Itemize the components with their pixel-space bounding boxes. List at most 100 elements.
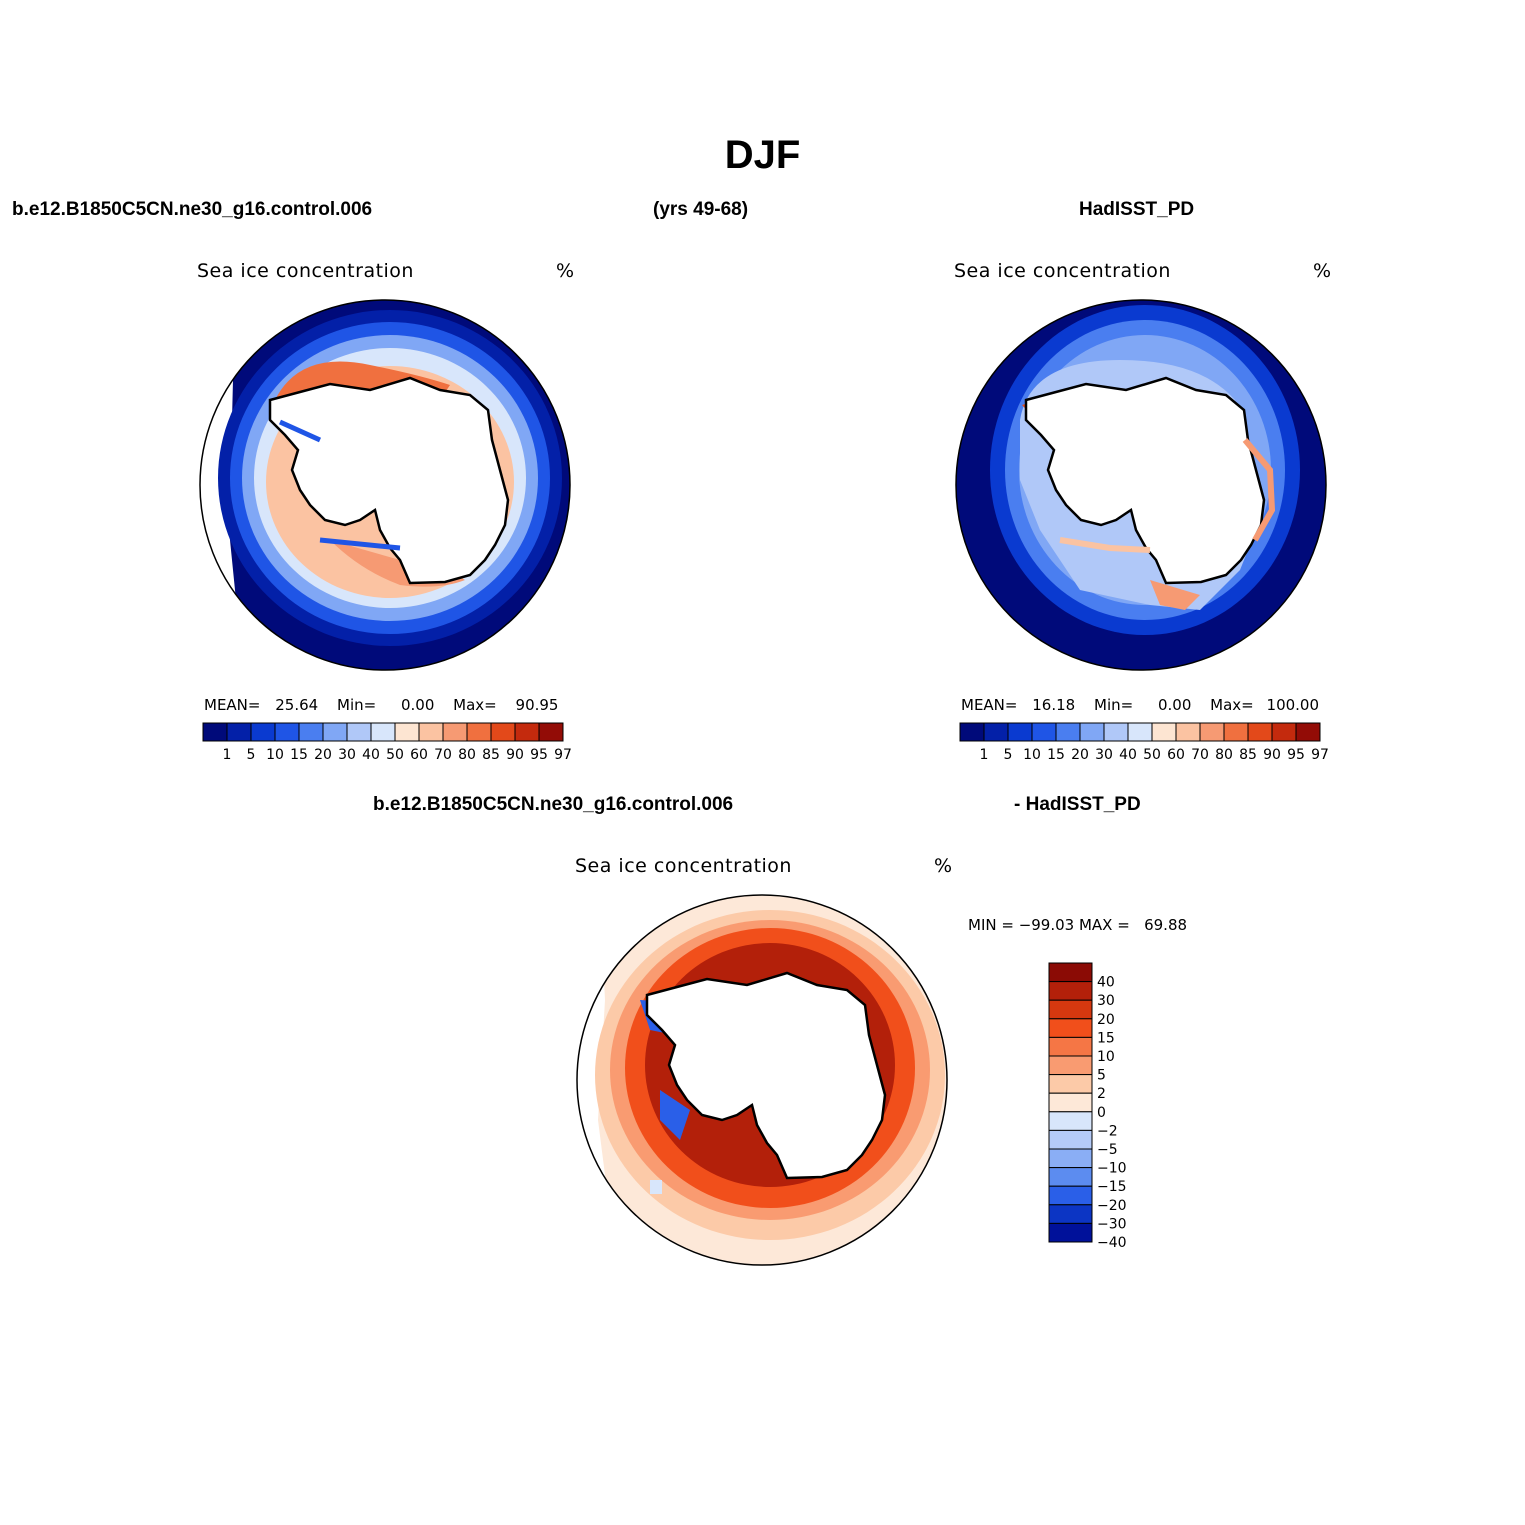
model-stats: MEAN= 25.64 Min= 0.00 Max= 90.95 xyxy=(204,696,558,714)
model-min-label: Min= xyxy=(337,696,377,714)
model-legend-swatch xyxy=(442,722,468,742)
diff-legend-label: 20 xyxy=(1097,1012,1115,1028)
diff-legend-swatch xyxy=(1048,1185,1093,1206)
model-legend-swatch xyxy=(418,722,444,742)
diff-legend-swatch xyxy=(1048,1129,1093,1150)
diff-map xyxy=(577,895,947,1265)
years-label: (yrs 49-68) xyxy=(653,199,749,220)
diff-legend-label: 2 xyxy=(1097,1086,1106,1102)
obs-legend-swatch xyxy=(1103,722,1129,742)
diff-legend-label: 30 xyxy=(1097,993,1115,1009)
obs-legend-label: 15 xyxy=(1047,747,1065,763)
model-legend: 1 5 10 15 20 30 40 50 60 70 80 85 90 95 97 xyxy=(202,722,572,763)
obs-legend-label: 90 xyxy=(1263,747,1281,763)
obs-legend-label: 5 xyxy=(1004,747,1013,763)
obs-legend-label: 97 xyxy=(1311,747,1329,763)
model-legend-label: 1 xyxy=(223,747,232,763)
model-legend-label: 10 xyxy=(266,747,284,763)
figure-title: DJF xyxy=(724,133,801,177)
obs-min-value: 0.00 xyxy=(1157,696,1192,714)
model-legend-label: 20 xyxy=(314,747,332,763)
model-legend-label: 5 xyxy=(247,747,256,763)
obs-name-label: HadISST_PD xyxy=(1079,199,1195,220)
diff-minmax: MIN = −99.03 MAX = 69.88 xyxy=(968,916,1188,934)
diff-legend-label: 40 xyxy=(1097,975,1115,991)
obs-legend-swatch xyxy=(1055,722,1081,742)
obs-legend-label: 40 xyxy=(1119,747,1137,763)
diff-legend-swatch xyxy=(1048,1036,1093,1057)
diff-panel-units: % xyxy=(934,855,953,877)
obs-legend-swatch xyxy=(1247,722,1273,742)
obs-min-label: Min= xyxy=(1094,696,1134,714)
model-legend-label: 60 xyxy=(410,747,428,763)
model-panel-title: Sea ice concentration xyxy=(197,260,414,282)
diff-obs-name-label: - HadISST_PD xyxy=(1014,794,1141,815)
obs-legend-label: 1 xyxy=(980,747,989,763)
model-legend-label: 70 xyxy=(434,747,452,763)
diff-legend-label: 10 xyxy=(1097,1049,1115,1065)
model-map-border xyxy=(199,299,571,671)
model-legend-swatch xyxy=(394,722,420,742)
obs-max-label: Max= xyxy=(1210,696,1254,714)
diff-legend-swatch xyxy=(1048,1111,1093,1131)
obs-map-border xyxy=(955,299,1327,671)
obs-legend-swatch xyxy=(1223,722,1249,742)
obs-panel-units: % xyxy=(1313,260,1332,282)
diff-legend-label: −5 xyxy=(1097,1142,1118,1158)
obs-legend-label: 60 xyxy=(1167,747,1185,763)
diff-legend-swatch xyxy=(1048,1092,1093,1113)
obs-legend-swatch xyxy=(1151,722,1177,742)
model-max-label: Max= xyxy=(453,696,497,714)
model-legend-label: 95 xyxy=(530,747,548,763)
obs-map xyxy=(956,300,1326,670)
diff-legend-label: −20 xyxy=(1097,1198,1127,1214)
diff-legend-swatch xyxy=(1048,1222,1093,1243)
obs-mean-value: 16.18 xyxy=(1032,696,1076,714)
obs-legend-label: 20 xyxy=(1071,747,1089,763)
obs-legend-label: 10 xyxy=(1023,747,1041,763)
model-legend-label: 97 xyxy=(554,747,572,763)
diff-legend-swatch xyxy=(1048,1148,1093,1169)
model-legend-label: 85 xyxy=(482,747,500,763)
obs-legend-label: 85 xyxy=(1239,747,1257,763)
obs-legend-swatch xyxy=(959,722,985,742)
diff-panel-title: Sea ice concentration xyxy=(575,855,792,877)
model-legend-swatch xyxy=(538,722,564,742)
model-legend-swatch xyxy=(202,722,228,742)
diff-map-border xyxy=(576,894,948,1266)
obs-legend-swatch xyxy=(1079,722,1105,742)
model-legend-swatch xyxy=(370,722,396,742)
obs-legend-label: 70 xyxy=(1191,747,1209,763)
diff-legend-swatch xyxy=(1048,981,1093,1001)
obs-legend-label: 30 xyxy=(1095,747,1113,763)
obs-legend: 1 5 10 15 20 30 40 50 60 70 80 85 90 95 97 xyxy=(959,722,1329,763)
model-legend-swatch xyxy=(226,722,252,742)
model-map xyxy=(200,300,570,670)
model-legend-label: 30 xyxy=(338,747,356,763)
model-legend-label: 50 xyxy=(386,747,404,763)
obs-legend-swatch xyxy=(1007,722,1033,742)
obs-max-value: 100.00 xyxy=(1266,696,1320,714)
diff-case-name-label: b.e12.B1850C5CN.ne30_g16.control.006 xyxy=(373,794,734,815)
model-legend-swatch xyxy=(514,722,540,742)
obs-legend-swatch xyxy=(983,722,1009,742)
model-mean-label: MEAN= xyxy=(204,696,261,714)
diff-legend-swatch xyxy=(1048,999,1093,1020)
diff-legend-swatch xyxy=(1048,1055,1093,1076)
obs-legend-swatch xyxy=(1175,722,1201,742)
model-max-value: 90.95 xyxy=(515,696,559,714)
model-legend-swatch xyxy=(466,722,492,742)
diff-legend-swatch xyxy=(1048,1018,1093,1038)
diff-legend-label: −30 xyxy=(1097,1216,1127,1232)
diff-legend-label: 5 xyxy=(1097,1068,1106,1084)
model-mean-value: 25.64 xyxy=(275,696,319,714)
model-legend-swatch xyxy=(322,722,348,742)
diff-legend-swatch xyxy=(1048,1167,1093,1187)
diff-legend-label: −2 xyxy=(1097,1123,1118,1139)
obs-stats: MEAN= 16.18 Min= 0.00 Max= 100.00 xyxy=(961,696,1319,714)
obs-legend-swatch xyxy=(1127,722,1153,742)
diff-legend-label: 0 xyxy=(1097,1105,1106,1121)
model-legend-label: 90 xyxy=(506,747,524,763)
